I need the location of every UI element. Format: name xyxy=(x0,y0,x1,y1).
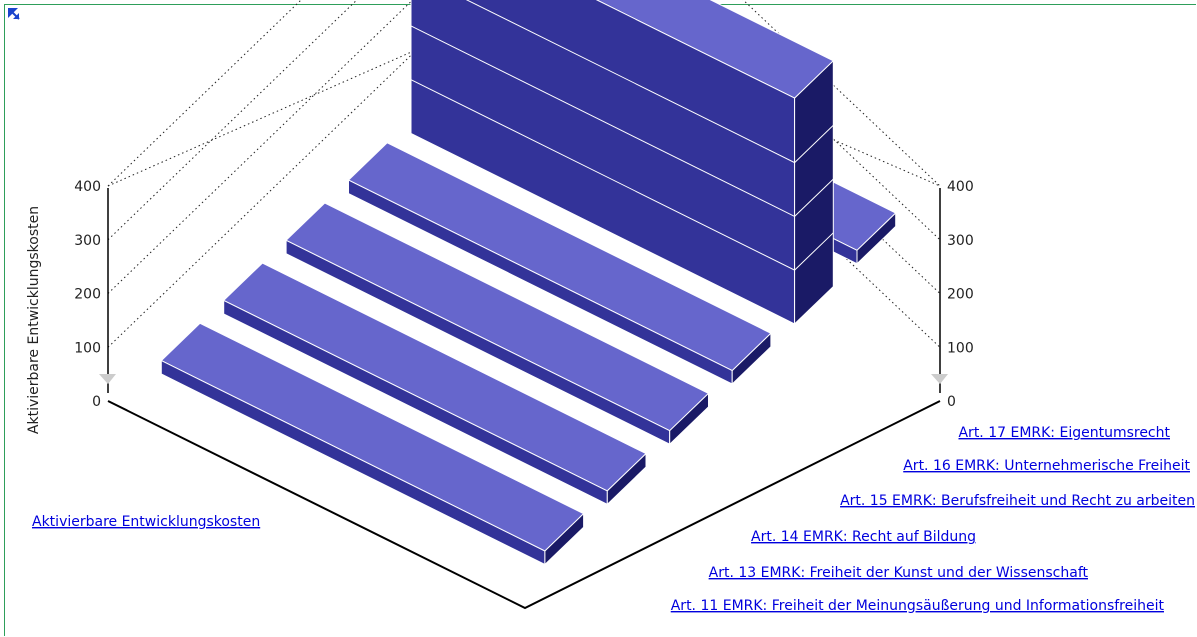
category-link-2[interactable]: Art. 13 EMRK: Freiheit der Kunst und der… xyxy=(709,565,1089,581)
y-axis-label: Aktivierbare Entwicklungskosten xyxy=(26,206,42,434)
y-tick-left-0: 0 xyxy=(92,394,101,410)
bar-4[interactable] xyxy=(347,142,772,386)
y-axis-left-marker xyxy=(99,374,116,384)
y-tick-right-200: 200 xyxy=(947,287,974,303)
category-link-1[interactable]: Art. 11 EMRK: Freiheit der Meinungsäußer… xyxy=(671,598,1165,614)
y-tick-right-300: 300 xyxy=(947,233,974,249)
y-tick-left-100: 100 xyxy=(74,340,101,356)
y-tick-right-100: 100 xyxy=(947,340,974,356)
series-link[interactable]: Aktivierbare Entwicklungskosten xyxy=(32,514,260,530)
y-axis-right-marker xyxy=(931,374,948,384)
bar-3[interactable] xyxy=(285,202,710,446)
y-tick-left-400: 400 xyxy=(74,179,101,195)
category-link-3[interactable]: Art. 14 EMRK: Recht auf Bildung xyxy=(751,529,976,545)
bar-end xyxy=(606,452,647,506)
axis-layer xyxy=(99,188,948,393)
bar-segment-300 xyxy=(465,0,834,164)
bar-segment-100 xyxy=(410,79,834,271)
bar-end xyxy=(544,512,585,566)
bar-layer xyxy=(160,0,897,566)
bar-end xyxy=(794,59,834,326)
label-layer: 0 0 100 100 200 200 300 300 400 400 Aktivierbare E… xyxy=(26,179,1195,614)
bar-segment-200 xyxy=(410,25,834,218)
y-tick-left-300: 300 xyxy=(74,233,101,249)
category-link-5[interactable]: Art. 16 EMRK: Unternehmerische Freiheit xyxy=(903,458,1190,474)
bar-end xyxy=(669,392,709,446)
bar-2[interactable] xyxy=(222,262,647,506)
bar-5[interactable] xyxy=(410,0,835,326)
category-link-4[interactable]: Art. 15 EMRK: Berufsfreiheit und Recht z… xyxy=(840,493,1195,509)
bar-end xyxy=(731,332,772,386)
bar-end xyxy=(856,211,897,265)
category-link-6[interactable]: Art. 17 EMRK: Eigentumsrecht xyxy=(958,425,1170,441)
floor-front-edge xyxy=(107,400,941,610)
resize-corner-icon[interactable] xyxy=(8,8,20,20)
bar-1[interactable] xyxy=(160,322,585,566)
y-tick-right-400: 400 xyxy=(947,179,974,195)
y-tick-right-0: 0 xyxy=(947,394,956,410)
y-tick-left-200: 200 xyxy=(74,287,101,303)
